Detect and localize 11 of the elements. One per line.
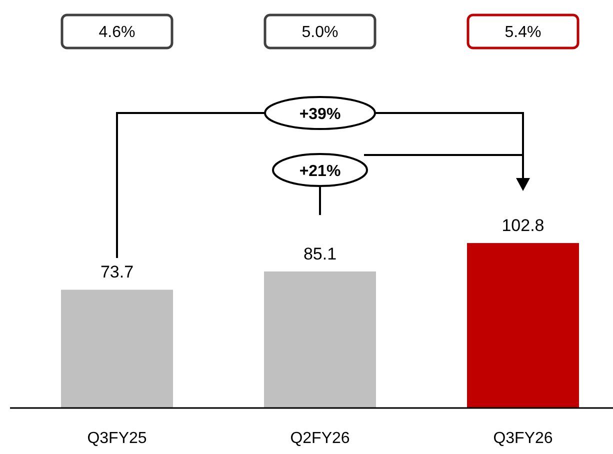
text: 4.6% — [98, 24, 136, 41]
x-tick-label: Q2FY26 — [290, 430, 350, 447]
data-label: 85.1 — [303, 244, 337, 264]
data-label: 102.8 — [502, 216, 544, 236]
text: +39% — [299, 106, 341, 123]
x-tick-label: Q3FY25 — [87, 430, 147, 447]
text: 5.4% — [504, 24, 542, 41]
x-tick-label: Q3FY26 — [493, 430, 553, 447]
data-label: 73.7 — [100, 262, 134, 282]
text: +21% — [299, 163, 341, 180]
text: 5.0% — [302, 24, 338, 41]
